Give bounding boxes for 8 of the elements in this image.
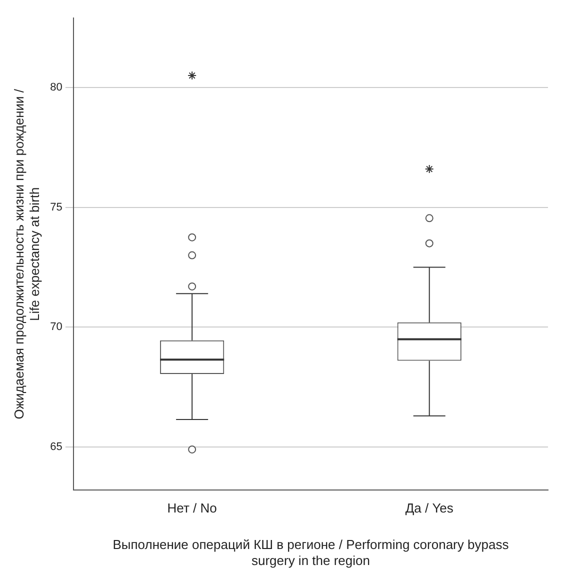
y-tick-label: 65 — [50, 441, 62, 454]
y-tick-label: 70 — [50, 321, 62, 334]
x-tick-label: Да / Yes — [405, 500, 454, 516]
x-axis-title: Выполнение операций КШ в регионе / Performing coronary bypass surgery in the region — [112, 537, 510, 568]
y-tick-label: 75 — [50, 201, 62, 214]
y-axis-title: Ожидаемая продолжительность жизни при рождении / Life expectancy at birth — [11, 88, 42, 420]
y-tick-label: 80 — [50, 82, 62, 94]
x-tick-label: Нет / No — [167, 500, 217, 516]
